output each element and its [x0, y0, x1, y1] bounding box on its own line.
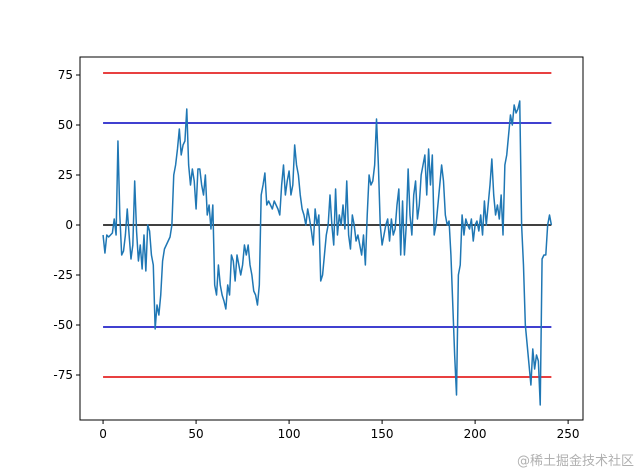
y-tick-label: -25: [53, 268, 73, 282]
y-tick-label: 25: [58, 168, 73, 182]
watermark: @稀土掘金技术社区: [517, 453, 634, 469]
y-tick-label: -75: [53, 368, 73, 382]
x-tick-label: 200: [464, 427, 487, 441]
x-tick-label: 150: [371, 427, 394, 441]
x-tick-label: 100: [278, 427, 301, 441]
axes-frame: [79, 56, 584, 421]
y-tick-label: 50: [58, 118, 73, 132]
x-tick-label: 250: [557, 427, 580, 441]
y-tick-label: -50: [53, 318, 73, 332]
y-tick-label: 0: [65, 218, 73, 232]
y-tick-label: 75: [58, 68, 73, 82]
x-tick-label: 50: [188, 427, 203, 441]
data-line: [102, 100, 553, 406]
x-tick-label: 0: [99, 427, 107, 441]
